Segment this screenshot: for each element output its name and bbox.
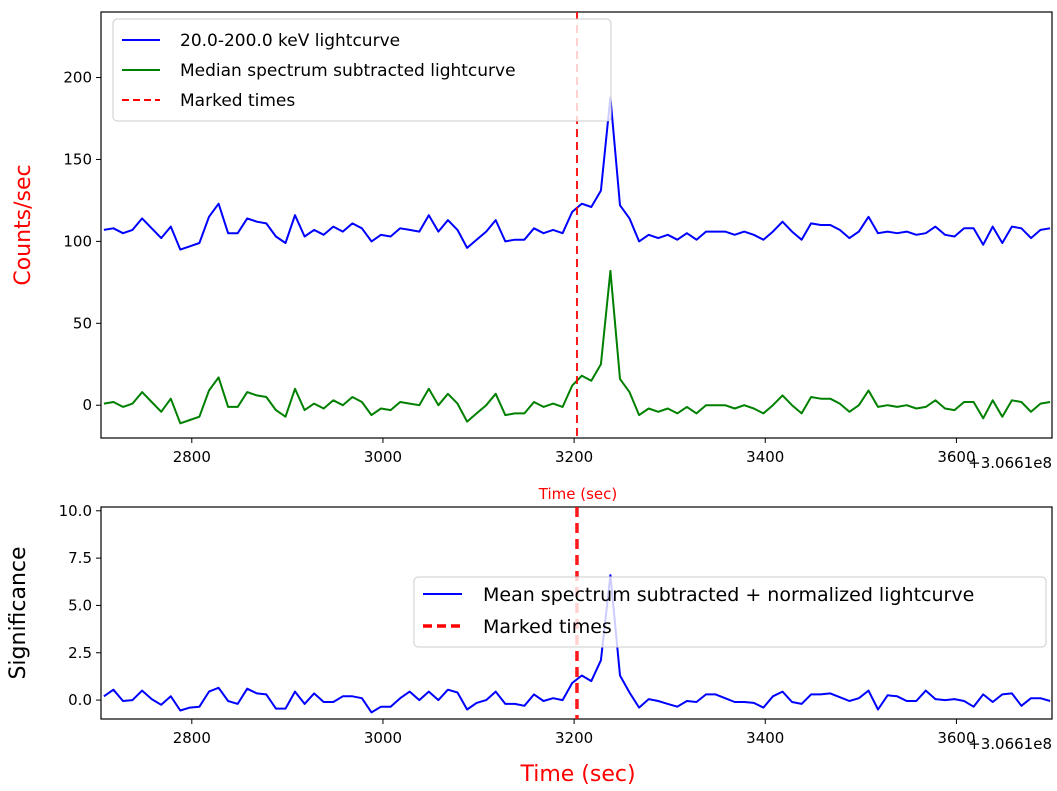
bottom-x-offset: +3.0661e8	[968, 735, 1052, 753]
y-tick-label: 7.5	[68, 549, 92, 567]
legend-label-marked-times-bottom: Marked times	[483, 616, 612, 638]
top-legend: 20.0-200.0 keV lightcurve Median spectru…	[112, 18, 612, 122]
legend-label-lightcurve: 20.0-200.0 keV lightcurve	[180, 31, 400, 51]
bottom-x-axis-label: Time (sec)	[519, 762, 635, 787]
legend-label-median-subtracted: Median spectrum subtracted lightcurve	[180, 61, 516, 81]
y-tick-label: 0	[82, 396, 92, 414]
y-tick-label: 5.0	[68, 596, 92, 614]
top-panel: 2800 3000 3200 3400 3600 0 50 100 150 200 +3.066…	[11, 11, 1053, 503]
y-tick-label: 0.0	[68, 691, 92, 709]
bottom-panel: 2800 3000 3200 3400 3600 0.0 2.5 5.0 7.5 10.0 +3…	[6, 502, 1053, 787]
top-x-ticks: 2800 3000 3200 3400 3600	[173, 438, 976, 466]
y-tick-label: 2.5	[68, 644, 92, 662]
legend-label-normalized: Mean spectrum subtracted + normalized li…	[483, 584, 974, 606]
bottom-y-ticks: 0.0 2.5 5.0 7.5 10.0	[59, 502, 101, 709]
x-tick-label: 3400	[746, 448, 784, 466]
x-tick-label: 3600	[937, 448, 975, 466]
series-line-2	[103, 269, 1051, 425]
top-y-axis-label: Counts/sec	[11, 164, 36, 285]
x-tick-label: 3400	[746, 729, 784, 747]
x-tick-label: 2800	[173, 448, 211, 466]
x-tick-label: 3000	[364, 448, 402, 466]
legend-label-marked-times: Marked times	[180, 91, 295, 111]
x-tick-label: 3600	[937, 729, 975, 747]
y-tick-label: 50	[73, 314, 92, 332]
x-tick-label: 3200	[555, 729, 593, 747]
top-y-ticks: 0 50 100 150 200	[63, 69, 101, 414]
series-line-1	[103, 574, 1051, 714]
bottom-x-ticks: 2800 3000 3200 3400 3600	[173, 719, 976, 747]
top-x-offset: +3.0661e8	[968, 454, 1052, 472]
x-tick-label: 3200	[555, 448, 593, 466]
bottom-y-axis-label: Significance	[6, 546, 31, 679]
y-tick-label: 150	[63, 150, 92, 168]
y-tick-label: 10.0	[59, 502, 92, 520]
top-x-axis-label: Time (sec)	[538, 485, 617, 503]
x-tick-label: 3000	[364, 729, 402, 747]
bottom-legend: Mean spectrum subtracted + normalized li…	[413, 576, 1047, 648]
y-tick-label: 100	[63, 232, 92, 250]
x-tick-label: 2800	[173, 729, 211, 747]
y-tick-label: 200	[63, 69, 92, 87]
